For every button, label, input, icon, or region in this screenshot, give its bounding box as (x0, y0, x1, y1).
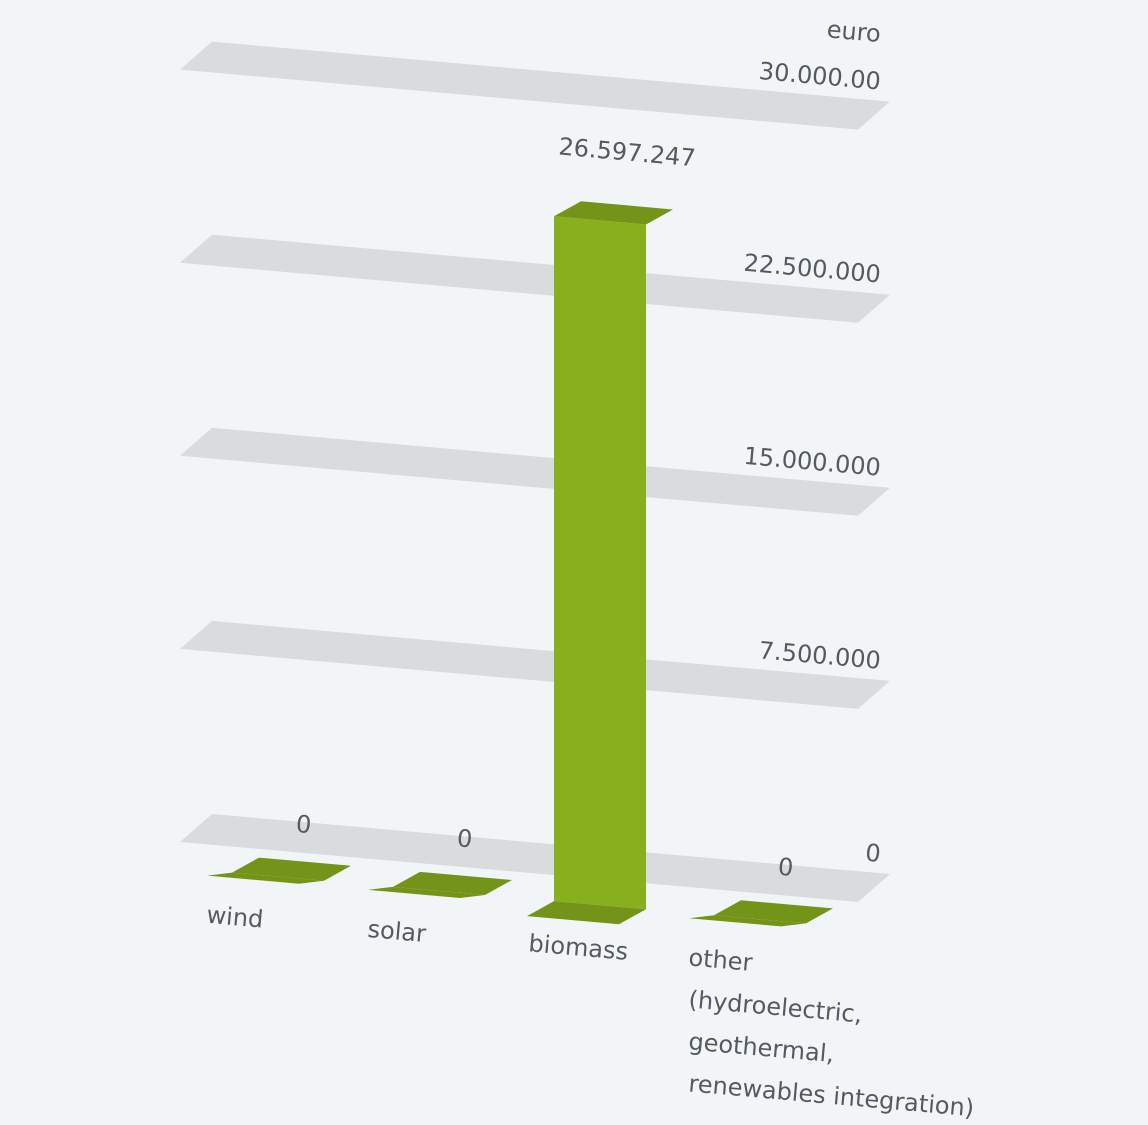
value-label-other: 0 (777, 853, 795, 882)
grid-band-2 (180, 427, 890, 516)
bar-biomass-base (527, 901, 646, 925)
bars (207, 201, 833, 927)
category-label-wind: wind (205, 901, 264, 934)
y-tick-label-3: 22.500.000 (743, 249, 882, 289)
grid-band-0 (180, 814, 890, 903)
y-tick-label-0: 0 (864, 839, 882, 868)
bar-solar-top (393, 871, 512, 895)
category-label-other-line-1: (hydroelectric, (687, 985, 863, 1028)
bar-other-base (689, 915, 806, 927)
grid-band-1 (180, 620, 890, 709)
category-label-other-line-3: renewables integration) (687, 1069, 975, 1122)
bar-biomass-front (554, 216, 646, 910)
unit-label: euro (826, 15, 882, 48)
grid-bands (180, 41, 890, 903)
category-label-other: other (687, 943, 753, 976)
category-label-solar: solar (366, 915, 427, 948)
bar-biomass-top (554, 201, 673, 225)
value-label-wind: 0 (295, 810, 313, 839)
bar-solar-base (368, 886, 485, 898)
y-tick-label-1: 7.500.000 (758, 636, 882, 675)
category-label-other-line-2: geothermal, (687, 1027, 835, 1068)
bar-wind-top (232, 857, 351, 881)
grid-band-3 (180, 234, 890, 323)
y-tick-label-2: 15.000.000 (743, 442, 882, 482)
bar-other-top (714, 900, 833, 924)
value-label-biomass: 26.597.247 (557, 132, 696, 172)
y-tick-label-4: 30.000.00 (758, 57, 882, 96)
grid-band-4 (180, 41, 890, 130)
bar-wind-base (207, 872, 324, 884)
value-label-solar: 0 (456, 824, 474, 853)
category-label-biomass: biomass (527, 929, 629, 966)
